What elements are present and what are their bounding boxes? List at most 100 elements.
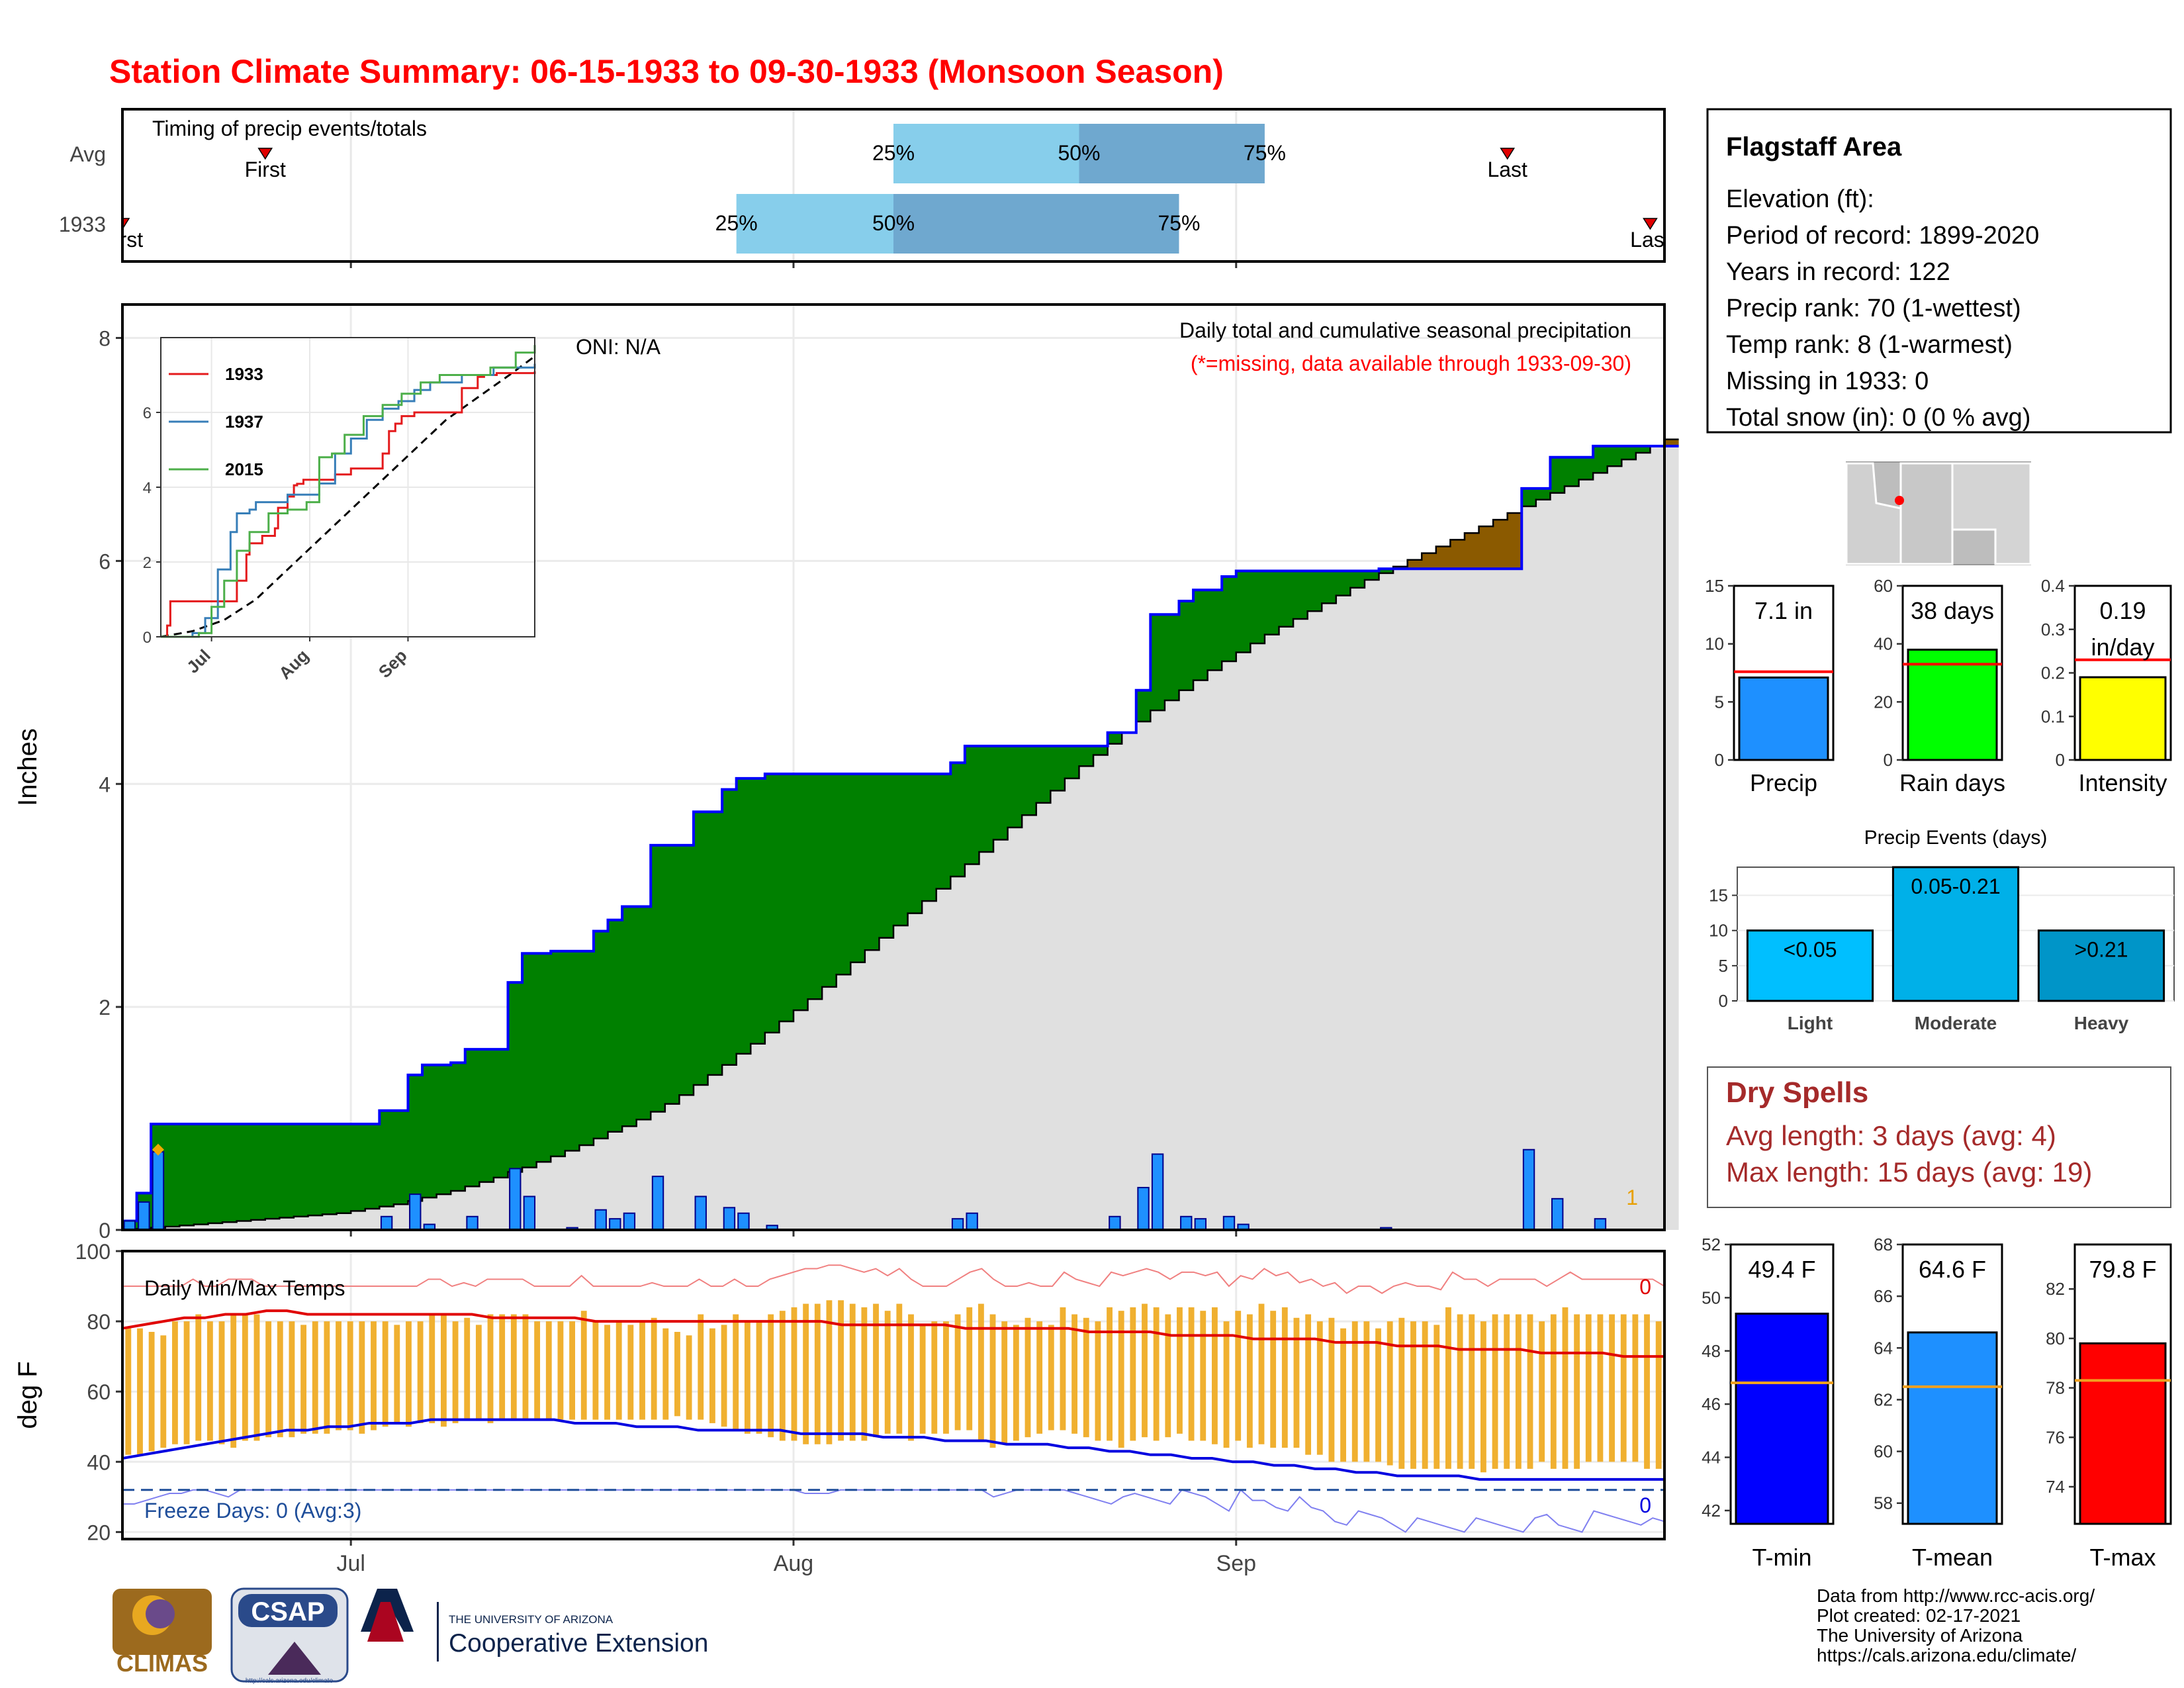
summary-ytick-label: 0	[1884, 750, 1893, 770]
station-location-marker	[1895, 496, 1904, 505]
daily-temp-range-bar	[1095, 1321, 1101, 1441]
daily-temp-range-bar	[406, 1321, 412, 1427]
daily-temp-range-bar	[230, 1314, 237, 1448]
daily-temp-range-bar	[580, 1311, 587, 1420]
timing-q50-label: 50%	[872, 211, 915, 235]
daily-temp-range-bar	[1212, 1307, 1218, 1444]
summary-ytick-label: 20	[1874, 692, 1893, 712]
precip-ytick-label: 4	[99, 773, 111, 796]
summary-value-bar	[2079, 676, 2167, 761]
daily-temp-range-bar	[347, 1321, 353, 1430]
ua-small-text: THE UNIVERSITY OF ARIZONA	[449, 1613, 614, 1626]
daily-temp-range-bar	[1527, 1314, 1533, 1469]
daily-temp-range-bar	[464, 1317, 471, 1420]
summary-value-bar	[2079, 1342, 2167, 1525]
credit-plot-created: Plot created: 02-17-2021	[1817, 1605, 2021, 1626]
daily-temp-range-bar	[884, 1311, 891, 1434]
timing-q25-label: 25%	[872, 141, 915, 165]
daily-temp-range-bar	[1235, 1311, 1242, 1441]
cumulative-1933-line	[121, 444, 1679, 1230]
daily-temp-range-bar	[768, 1314, 774, 1438]
daily-precip-bar	[951, 1218, 964, 1231]
credit-university: The University of Arizona	[1817, 1625, 2023, 1646]
daily-precip-bar	[1137, 1186, 1150, 1231]
daily-temp-range-bar	[1328, 1317, 1335, 1462]
summary-ytick-label: 50	[1702, 1288, 1721, 1307]
temperature-panel: 20 40 60 80 100 Jul Aug Sep Daily Min/Max Temps F…	[13, 1240, 1666, 1576]
inset-series-line-1937	[161, 363, 536, 638]
daily-temp-range-bar	[954, 1314, 961, 1430]
daily-temp-range-bar	[592, 1321, 599, 1420]
daily-temp-range-bar	[1188, 1307, 1195, 1441]
daily-temp-range-bar	[1445, 1307, 1451, 1469]
daily-temp-range-bar	[394, 1325, 400, 1423]
daily-precip-bar	[138, 1201, 150, 1231]
daily-temp-range-bar	[698, 1314, 704, 1420]
daily-precip-bar	[1151, 1153, 1164, 1231]
daily-precip-bar	[1194, 1218, 1207, 1231]
daily-temp-range-bar	[1398, 1317, 1405, 1469]
timing-row-label: 1933	[59, 212, 106, 236]
daily-precip-bar	[723, 1207, 736, 1231]
daily-precip-bar	[594, 1209, 607, 1231]
daily-temp-range-bar	[1223, 1321, 1230, 1448]
daily-temp-range-bar	[1013, 1325, 1019, 1441]
temp-ylabel: deg F	[13, 1361, 42, 1429]
station-info-box: Flagstaff Area Elevation (ft): Period of…	[1706, 108, 2172, 434]
dry-spells-title: Dry Spells	[1726, 1076, 1868, 1109]
daily-temp-range-bar	[172, 1321, 178, 1444]
daily-temp-range-bar	[452, 1321, 459, 1423]
daily-temp-range-bar	[499, 1314, 506, 1420]
events-bar-label: <0.05	[1784, 938, 1837, 962]
summary-value-label: 7.1 in	[1754, 597, 1813, 624]
daily-temp-range-bar	[510, 1314, 517, 1420]
dry-spells-box: Dry Spells Avg length: 3 days (avg: 4) M…	[1707, 1066, 2171, 1208]
daily-temp-range-bar	[908, 1314, 914, 1441]
max-daily-marker	[152, 1143, 164, 1156]
temperature-summary-charts: 42 44 46 48 50 52 49.4 F T-min 58 60 62 64 66 68 64.6 …	[1702, 1235, 2172, 1571]
events-bar-heavy	[2037, 929, 2165, 1002]
daily-temp-range-bar	[300, 1325, 307, 1434]
daily-temp-range-bar	[1281, 1307, 1288, 1448]
inset-legend-label: 1937	[225, 412, 263, 432]
daily-precip-bar	[1180, 1215, 1193, 1231]
daily-temp-range-bar	[1153, 1307, 1160, 1441]
daily-precip-bar	[966, 1212, 978, 1231]
daily-temp-range-bar	[336, 1321, 341, 1430]
daily-temp-range-bar	[744, 1321, 751, 1434]
daily-temp-range-bar	[803, 1303, 809, 1444]
daily-temp-range-bar	[896, 1303, 903, 1434]
daily-temp-range-bar	[475, 1325, 482, 1420]
timing-q50-label: 50%	[1058, 141, 1100, 165]
daily-temp-range-bar	[1177, 1307, 1183, 1434]
daily-temp-range-bar	[1048, 1325, 1054, 1430]
university-logo: THE UNIVERSITY OF ARIZONA Cooperative Ex…	[361, 1589, 708, 1662]
summary-value-label: 49.4 F	[1748, 1256, 1815, 1283]
timing-q50-q75-bar	[893, 194, 1179, 254]
daily-temp-range-bar	[1574, 1314, 1580, 1469]
daily-temp-range-bar	[1609, 1314, 1615, 1462]
daily-precip-bar	[623, 1212, 636, 1231]
first-event-label: First	[245, 158, 286, 181]
daily-precip-bar	[1222, 1215, 1236, 1231]
station-missing: Missing in 1933: 0	[1726, 367, 1929, 395]
daily-temp-range-bar	[1433, 1325, 1440, 1469]
oni-label: ONI: N/A	[576, 335, 661, 359]
daily-temp-range-bar	[1375, 1328, 1381, 1462]
daily-temp-range-bar	[615, 1321, 622, 1420]
station-temp-rank: Temp rank: 8 (1-warmest)	[1726, 331, 2013, 359]
daily-temp-range-bar	[1340, 1328, 1346, 1462]
credit-url: https://cals.arizona.edu/climate/	[1817, 1645, 2076, 1665]
events-category-label: Light	[1788, 1013, 1833, 1033]
csap-logo-url: http://cals.arizona.edu/climate	[246, 1677, 334, 1685]
daily-temp-range-bar	[861, 1307, 868, 1441]
summary-value-bar	[1738, 677, 1829, 761]
temp-ytick-label: 100	[75, 1240, 111, 1264]
summary-ytick-label: 64	[1874, 1338, 1893, 1358]
daily-temp-range-bar	[382, 1321, 388, 1427]
daily-temp-range-bar	[1504, 1314, 1510, 1469]
summary-category-label: T-max	[2089, 1544, 2156, 1571]
timing-label: Timing of precip events/totals	[152, 117, 427, 140]
daily-temp-range-bar	[125, 1328, 132, 1455]
